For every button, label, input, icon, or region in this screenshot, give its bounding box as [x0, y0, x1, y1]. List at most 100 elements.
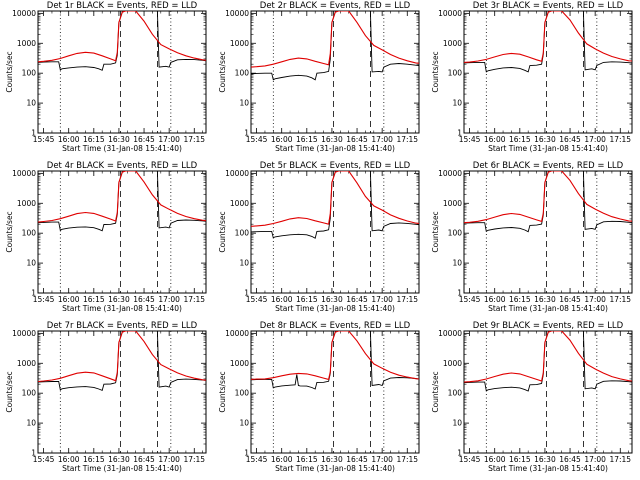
x-tick-label: 15:45	[246, 455, 268, 464]
y-tick-label: 10000	[12, 169, 36, 178]
y-tick-label: 1	[457, 289, 462, 298]
x-tick-label: 16:30	[108, 295, 130, 304]
x-tick-label: 16:45	[559, 295, 581, 304]
series-black-line	[464, 11, 632, 73]
x-tick-label: 15:45	[459, 455, 481, 464]
series-black-line	[251, 331, 419, 390]
x-tick-label: 17:15	[396, 455, 418, 464]
y-tick-label: 1000	[230, 359, 249, 368]
y-axis-label: Counts/sec	[5, 51, 14, 92]
x-axis-label: Start Time (31-Jan-08 15:41:40)	[275, 464, 395, 473]
y-axis-label: Counts/sec	[218, 371, 227, 412]
y-tick-label: 1	[244, 449, 249, 458]
x-tick-label: 16:45	[133, 455, 155, 464]
panel-det-2: Det 2r BLACK = Events, RED = LLD 1 10 100 10…	[218, 1, 420, 153]
y-tick-label: 10000	[438, 169, 462, 178]
x-tick-label: 16:15	[83, 135, 105, 144]
x-axis-label: Start Time (31-Jan-08 15:41:40)	[488, 464, 608, 473]
x-tick-label: 16:30	[108, 135, 130, 144]
y-tick-label: 1	[457, 449, 462, 458]
series-black-line	[464, 171, 632, 233]
panel-det-5: Det 5r BLACK = Events, RED = LLD 1 10 100 10…	[218, 161, 420, 313]
x-tick-label: 16:15	[83, 295, 105, 304]
x-tick-label: 17:15	[396, 135, 418, 144]
x-axis-label: Start Time (31-Jan-08 15:41:40)	[62, 144, 182, 153]
y-tick-label: 1	[31, 289, 36, 298]
x-tick-label: 15:45	[459, 295, 481, 304]
series-red-line	[38, 171, 206, 223]
y-tick-label: 1000	[230, 199, 249, 208]
x-tick-label: 17:00	[158, 455, 180, 464]
y-tick-label: 1	[244, 129, 249, 138]
y-tick-label: 10000	[12, 329, 36, 338]
x-tick-label: 17:00	[371, 455, 393, 464]
y-tick-label: 1000	[443, 199, 462, 208]
y-tick-label: 10	[239, 259, 249, 268]
panel-title: Det 1r BLACK = Events, RED = LLD	[47, 1, 198, 11]
x-axis-label: Start Time (31-Jan-08 15:41:40)	[488, 304, 608, 313]
y-tick-label: 100	[235, 389, 250, 398]
x-tick-label: 17:15	[183, 455, 205, 464]
x-tick-label: 16:00	[58, 135, 80, 144]
y-axis-label: Counts/sec	[218, 51, 227, 92]
panel-title: Det 9r BLACK = Events, RED = LLD	[473, 321, 624, 331]
y-axis-label: Counts/sec	[5, 371, 14, 412]
x-tick-label: 17:00	[584, 135, 606, 144]
y-tick-label: 1000	[443, 359, 462, 368]
plot-frame	[37, 170, 207, 294]
x-tick-label: 16:00	[484, 295, 506, 304]
plot-frame	[463, 330, 633, 454]
x-tick-label: 16:45	[346, 455, 368, 464]
x-tick-label: 16:30	[534, 135, 556, 144]
x-tick-label: 16:00	[271, 455, 293, 464]
plot-frame	[463, 10, 633, 134]
x-tick-label: 16:45	[133, 135, 155, 144]
series-red-line	[464, 331, 632, 383]
x-tick-label: 16:45	[133, 295, 155, 304]
series-black-line	[38, 331, 206, 392]
y-tick-label: 100	[235, 229, 250, 238]
series-red-line	[251, 331, 419, 381]
x-tick-label: 15:45	[246, 135, 268, 144]
y-tick-label: 1	[31, 129, 36, 138]
x-tick-label: 16:15	[509, 135, 531, 144]
panel-det-1: Det 1r BLACK = Events, RED = LLD 1 10 100 10…	[5, 1, 207, 153]
y-tick-label: 100	[22, 389, 37, 398]
x-tick-label: 16:00	[58, 295, 80, 304]
series-black-line	[38, 11, 206, 71]
x-tick-label: 16:00	[58, 455, 80, 464]
x-tick-label: 16:00	[484, 455, 506, 464]
panel-det-8: Det 8r BLACK = Events, RED = LLD 1 10 100 10…	[218, 321, 420, 473]
x-tick-label: 16:45	[559, 135, 581, 144]
panel-det-4: Det 4r BLACK = Events, RED = LLD 1 10 100 10…	[5, 161, 207, 313]
y-tick-label: 10000	[225, 329, 249, 338]
x-tick-label: 16:00	[271, 295, 293, 304]
y-tick-label: 10000	[225, 9, 249, 18]
y-tick-label: 10	[26, 259, 36, 268]
y-tick-label: 100	[448, 69, 463, 78]
panel-title: Det 5r BLACK = Events, RED = LLD	[260, 161, 411, 171]
plot-frame	[37, 330, 207, 454]
panel-title: Det 7r BLACK = Events, RED = LLD	[47, 321, 198, 331]
y-tick-label: 10	[452, 259, 462, 268]
series-red-line	[251, 11, 419, 68]
y-tick-label: 10	[26, 99, 36, 108]
x-tick-label: 16:30	[321, 295, 343, 304]
y-tick-label: 100	[22, 229, 37, 238]
y-tick-label: 100	[235, 69, 250, 78]
series-black-line	[251, 171, 419, 239]
y-tick-label: 1000	[230, 39, 249, 48]
x-tick-label: 16:30	[321, 135, 343, 144]
plot-frame	[250, 10, 420, 134]
x-axis-label: Start Time (31-Jan-08 15:41:40)	[275, 304, 395, 313]
y-tick-label: 100	[448, 229, 463, 238]
series-red-line	[251, 171, 419, 227]
y-tick-label: 10000	[225, 169, 249, 178]
x-tick-label: 16:45	[346, 135, 368, 144]
y-tick-label: 1000	[17, 359, 36, 368]
y-axis-label: Counts/sec	[431, 371, 440, 412]
x-tick-label: 16:00	[484, 135, 506, 144]
x-tick-label: 17:15	[183, 295, 205, 304]
panel-det-6: Det 6r BLACK = Events, RED = LLD 1 10 100 10…	[431, 161, 633, 313]
